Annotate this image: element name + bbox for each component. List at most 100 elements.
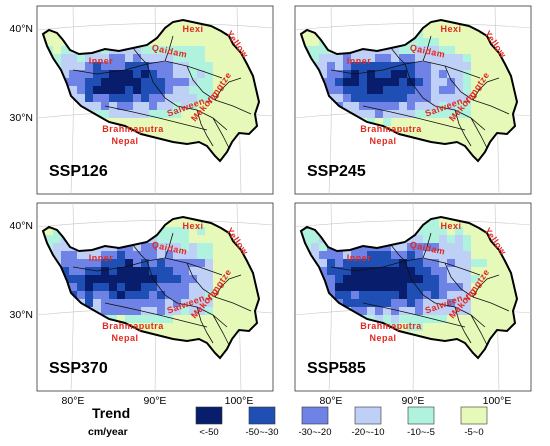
raster-cell xyxy=(229,86,238,95)
legend-swatch xyxy=(354,406,382,425)
raster-cell xyxy=(383,291,392,300)
raster-cell xyxy=(101,251,110,260)
raster-cell xyxy=(117,251,126,260)
raster-cell xyxy=(463,126,472,135)
raster-cell xyxy=(359,291,368,300)
raster-cell xyxy=(399,275,408,284)
raster-cell xyxy=(471,227,480,236)
raster-cell xyxy=(359,70,368,79)
raster-cell xyxy=(391,307,400,316)
raster-cell xyxy=(189,275,198,284)
legend-class-label: -20~-10 xyxy=(351,427,384,438)
raster-cell xyxy=(367,251,376,260)
raster-cell xyxy=(383,307,392,316)
raster-cell xyxy=(311,235,320,244)
raster-cell xyxy=(399,62,408,71)
raster-cell xyxy=(311,46,320,55)
basin-boundary xyxy=(164,35,174,62)
raster-cell xyxy=(447,267,456,276)
raster-cell xyxy=(133,86,142,95)
raster-cell xyxy=(221,94,230,103)
raster-cell xyxy=(109,307,118,316)
raster-cell xyxy=(125,315,134,324)
raster-cell xyxy=(391,283,400,292)
raster-cell xyxy=(189,291,198,300)
raster-cell xyxy=(197,227,206,236)
raster-cell xyxy=(165,291,174,300)
raster-cell xyxy=(173,38,182,47)
raster-cell xyxy=(383,62,392,71)
raster-cell xyxy=(197,275,206,284)
raster-cell xyxy=(407,283,416,292)
raster-cell xyxy=(487,94,496,103)
basin-boundary xyxy=(330,257,481,276)
raster-cell xyxy=(455,323,464,332)
raster-cell xyxy=(221,307,230,316)
raster-cell xyxy=(503,126,512,135)
raster-cell xyxy=(229,291,238,300)
raster-cell xyxy=(205,339,214,348)
raster-cell xyxy=(197,30,206,39)
scenario-label: SSP585 xyxy=(307,360,366,377)
raster-cell xyxy=(335,62,344,71)
raster-cell xyxy=(359,110,368,119)
raster-cell xyxy=(415,62,424,71)
raster-cell xyxy=(479,142,488,151)
raster-cell xyxy=(479,331,488,340)
raster-cell xyxy=(189,259,198,268)
basin-boundary xyxy=(470,117,488,149)
raster-cell xyxy=(367,307,376,316)
raster-cell xyxy=(173,54,182,63)
raster-cell xyxy=(213,283,222,292)
raster-cell xyxy=(165,134,174,143)
raster-cell xyxy=(431,283,440,292)
basin-label-brahmaputra: Brahmaputra xyxy=(360,124,422,134)
raster-cell xyxy=(463,30,472,39)
raster-cell xyxy=(117,299,126,308)
legend-title: Trend xyxy=(92,405,130,421)
raster-cell xyxy=(487,291,496,300)
raster-cell xyxy=(189,46,198,55)
raster-cell xyxy=(61,259,70,268)
raster-cell xyxy=(221,275,230,284)
graticule-line xyxy=(36,220,274,228)
raster-cell xyxy=(237,291,246,300)
raster-cell xyxy=(221,339,230,348)
graticule-line xyxy=(294,23,532,31)
raster-cell xyxy=(245,102,254,111)
raster-cell xyxy=(141,78,150,87)
raster-cell xyxy=(407,110,416,119)
raster-cell xyxy=(165,78,174,87)
raster-cell xyxy=(503,315,512,324)
raster-cell xyxy=(391,110,400,119)
raster-cell xyxy=(399,110,408,119)
raster-cell xyxy=(439,267,448,276)
raster-cell xyxy=(391,102,400,111)
raster-cell xyxy=(423,118,432,127)
raster-cell xyxy=(229,307,238,316)
raster-cell xyxy=(439,307,448,316)
raster-cell xyxy=(133,259,142,268)
raster-cell xyxy=(109,259,118,268)
raster-cell xyxy=(221,251,230,260)
raster-cell xyxy=(407,315,416,324)
basin-label-inner: Inner xyxy=(89,56,114,66)
raster-cell xyxy=(173,70,182,79)
raster-cell xyxy=(253,94,259,103)
lat-tick-label: 40°N xyxy=(10,23,33,35)
raster-cell xyxy=(181,259,190,268)
raster-cell xyxy=(423,126,432,135)
raster-cell xyxy=(117,54,126,63)
raster-cell xyxy=(181,323,190,332)
raster-cell xyxy=(197,323,206,332)
raster-cell xyxy=(93,102,102,111)
raster-cell xyxy=(157,259,166,268)
raster-cell xyxy=(439,118,448,127)
raster-cell xyxy=(197,62,206,71)
raster-cell xyxy=(391,275,400,284)
raster-cell xyxy=(157,62,166,71)
raster-cell xyxy=(487,251,496,260)
raster-cell xyxy=(495,70,504,79)
raster-cell xyxy=(455,46,464,55)
raster-cell xyxy=(125,94,134,103)
